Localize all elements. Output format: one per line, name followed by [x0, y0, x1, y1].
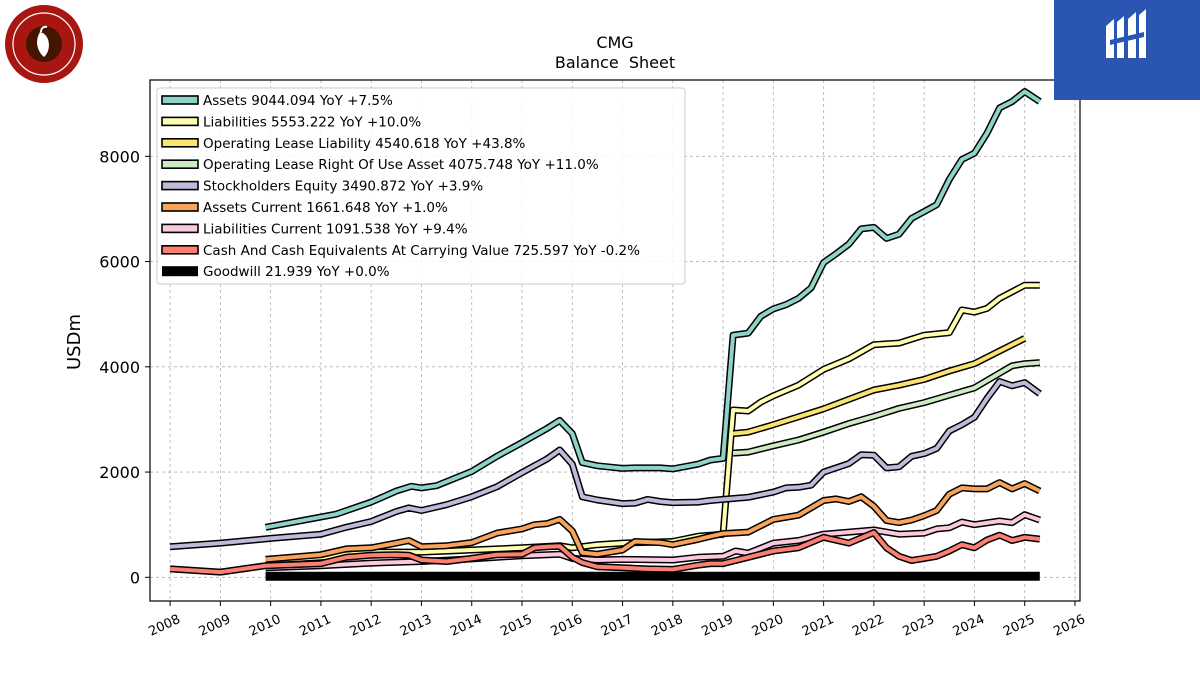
y-tick-label: 8000 — [99, 147, 140, 166]
series-line — [732, 360, 1040, 456]
legend-label: Operating Lease Right Of Use Asset 4075.… — [203, 157, 599, 173]
x-axis: 2008 2009 2010 2011 2012 2013 2014 2015 2016 2017… — [146, 601, 1088, 640]
legend-label: Stockholders Equity 3490.872 YoY +3.9% — [203, 179, 483, 195]
legend-entry: Liabilities Current 1091.538 YoY +9.4% — [161, 221, 468, 237]
legend-label: Cash And Cash Equivalents At Carrying Va… — [203, 243, 640, 259]
legend-entry: Operating Lease Right Of Use Asset 4075.… — [161, 157, 599, 173]
series-operating-lease-liability — [732, 335, 1027, 438]
chart-title: CMG — [596, 33, 633, 52]
legend-entry: Liabilities 5553.222 YoY +10.0% — [161, 114, 421, 130]
midgard-bar-icon — [1110, 32, 1144, 45]
chart-subtitle: Balance Sheet — [555, 53, 675, 72]
x-tick-label: 2016 — [549, 612, 585, 640]
series-line — [169, 379, 1041, 549]
pepper-stem-icon — [40, 25, 48, 33]
x-tick-label: 2008 — [146, 612, 182, 640]
x-tick-label: 2012 — [348, 612, 384, 640]
x-tick-label: 2020 — [750, 612, 786, 640]
legend-label: Assets 9044.094 YoY +7.5% — [203, 93, 393, 109]
legend-entry: Cash And Cash Equivalents At Carrying Va… — [161, 243, 640, 259]
y-tick-label: 4000 — [99, 358, 140, 377]
x-tick-label: 2024 — [951, 612, 987, 640]
x-tick-label: 2014 — [448, 612, 484, 640]
series-assets-current — [265, 479, 1042, 563]
legend-label: Assets Current 1661.648 YoY +1.0% — [203, 200, 448, 216]
series-stockholders-equity — [169, 378, 1042, 551]
series-line — [169, 530, 1041, 575]
series-line — [732, 336, 1026, 436]
x-tick-label: 2021 — [800, 612, 836, 640]
x-tick-label: 2023 — [901, 612, 937, 640]
series-assets — [264, 88, 1042, 531]
midgard-mark-icon — [1106, 9, 1146, 58]
y-tick-label: 2000 — [99, 463, 140, 482]
legend-entry: Goodwill 21.939 YoY +0.0% — [162, 264, 390, 280]
logo-inner-ring — [12, 12, 76, 76]
legend-swatch — [162, 266, 198, 277]
legend-label: Operating Lease Liability 4540.618 YoY +… — [203, 136, 526, 152]
midgard-finance-logo — [1054, 0, 1200, 100]
x-tick-label: 2009 — [197, 612, 233, 640]
legend-swatch — [161, 116, 199, 127]
y-axis-label: USDm — [64, 314, 85, 370]
x-tick-label: 2025 — [1001, 612, 1037, 640]
x-tick-label: 2011 — [297, 612, 333, 640]
legend-label: Goodwill 21.939 YoY +0.0% — [203, 264, 390, 280]
series-line — [265, 480, 1041, 562]
y-axis: 0 2000 4000 6000 8000 — [99, 147, 150, 587]
plot-frame — [149, 79, 1081, 602]
legend-swatch — [161, 138, 199, 148]
legend-swatch — [161, 202, 199, 212]
x-tick-label: 2019 — [699, 612, 735, 640]
legend-entry: Stockholders Equity 3490.872 YoY +3.9% — [161, 179, 483, 195]
legend-entry: Assets 9044.094 YoY +7.5% — [161, 93, 393, 109]
legend-swatch — [161, 159, 199, 169]
legend-swatch — [161, 180, 199, 191]
series-liabilities — [265, 281, 1040, 564]
series-operating-lease-right-of-use-asset — [732, 359, 1041, 457]
legend-entry: Assets Current 1661.648 YoY +1.0% — [161, 200, 448, 216]
y-tick-label: 0 — [130, 568, 140, 587]
x-tick-label: 2013 — [398, 612, 434, 640]
legend-swatch — [161, 245, 199, 255]
legend-swatch — [161, 223, 199, 234]
legend-label: Liabilities 5553.222 YoY +10.0% — [203, 114, 421, 130]
y-tick-label: 6000 — [99, 253, 140, 272]
series-line — [265, 283, 1040, 563]
series-cash-and-cash-equivalents-at-carrying-value — [169, 529, 1041, 576]
series-layer — [169, 88, 1042, 581]
legend-box — [156, 87, 686, 285]
legend: Assets 9044.094 YoY +7.5% Liabilities 555… — [156, 87, 686, 285]
legend-swatch — [161, 95, 199, 105]
x-tick-label: 2015 — [498, 612, 534, 640]
x-tick-label: 2026 — [1051, 612, 1087, 640]
x-tick-label: 2017 — [599, 612, 635, 640]
pepper-icon — [37, 32, 49, 57]
series-line — [265, 89, 1041, 530]
legend-entry: Operating Lease Liability 4540.618 YoY +… — [161, 136, 526, 152]
x-tick-label: 2018 — [649, 612, 685, 640]
chipotle-logo — [4, 4, 84, 84]
legend-label: Liabilities Current 1091.538 YoY +9.4% — [203, 221, 468, 237]
x-tick-label: 2022 — [850, 612, 886, 640]
x-tick-label: 2010 — [247, 612, 283, 640]
